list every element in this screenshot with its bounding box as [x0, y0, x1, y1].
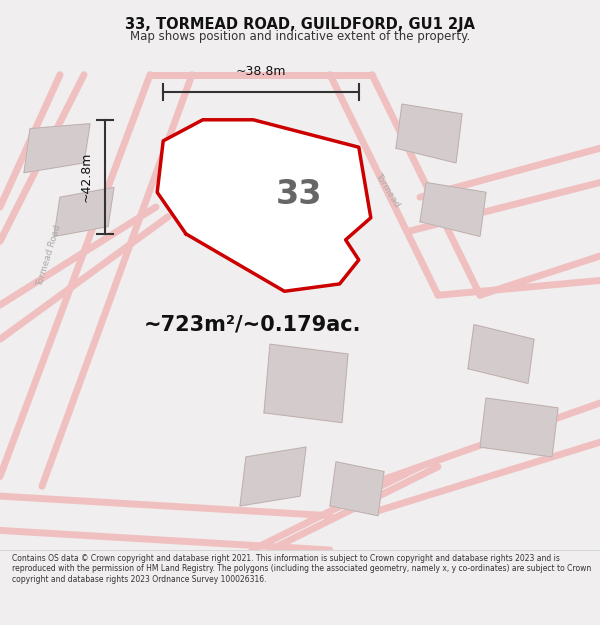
Polygon shape — [330, 462, 384, 516]
Text: 33, TORMEAD ROAD, GUILDFORD, GU1 2JA: 33, TORMEAD ROAD, GUILDFORD, GU1 2JA — [125, 17, 475, 32]
Text: Contains OS data © Crown copyright and database right 2021. This information is : Contains OS data © Crown copyright and d… — [12, 554, 591, 584]
Polygon shape — [157, 120, 371, 291]
Text: ~723m²/~0.179ac.: ~723m²/~0.179ac. — [143, 314, 361, 334]
Text: ~38.8m: ~38.8m — [236, 65, 286, 78]
Polygon shape — [54, 188, 114, 236]
Text: ~42.8m: ~42.8m — [79, 152, 92, 202]
Polygon shape — [420, 182, 486, 236]
Text: 33: 33 — [275, 178, 322, 211]
Polygon shape — [468, 324, 534, 383]
Polygon shape — [264, 344, 348, 422]
Text: Tormead Road: Tormead Road — [35, 224, 63, 288]
Text: Map shows position and indicative extent of the property.: Map shows position and indicative extent… — [130, 30, 470, 43]
Text: Tormead: Tormead — [373, 171, 401, 209]
Polygon shape — [396, 104, 462, 163]
Polygon shape — [24, 124, 90, 172]
Polygon shape — [480, 398, 558, 457]
Polygon shape — [240, 447, 306, 506]
